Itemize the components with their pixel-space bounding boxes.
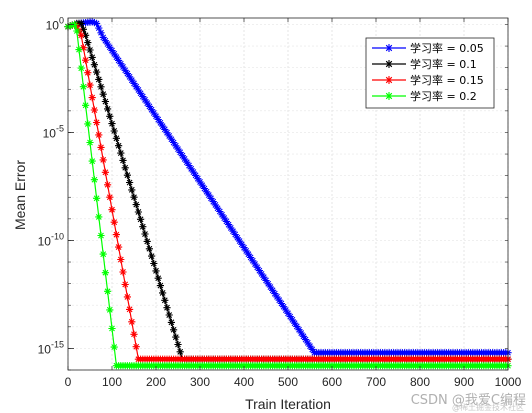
legend-marker — [385, 76, 393, 84]
y-tick-label: 10-10 — [38, 231, 64, 248]
watermark: CSDN @我爱C编程 — [410, 393, 526, 408]
x-axis-label: Train Iteration — [245, 396, 331, 412]
x-tick-label: 0 — [65, 375, 72, 389]
x-tick-label: 1000 — [495, 375, 522, 389]
legend-entry: 学习率 = 0.15 — [372, 73, 484, 87]
legend: 学习率 = 0.05 学习率 = 0.1 学习率 = 0.15 学习率 = 0.2 — [365, 37, 495, 109]
y-tick-label: 100 — [46, 15, 64, 32]
y-axis-label: Mean Error — [12, 160, 28, 230]
x-tick-label: 500 — [278, 375, 298, 389]
watermark-sub: @稀土掘金技术社区 — [452, 403, 524, 412]
y-tick-label: 10-5 — [43, 123, 64, 140]
axis-ticks: 0 100 200 300 400 500 600 700 800 900 1000 100 10-5 1… — [38, 15, 522, 389]
x-tick-label: 900 — [454, 375, 474, 389]
x-tick-label: 400 — [234, 375, 254, 389]
legend-entry: 学习率 = 0.2 — [372, 89, 477, 103]
legend-marker — [385, 60, 393, 68]
legend-marker — [385, 44, 393, 52]
x-tick-label: 100 — [102, 375, 122, 389]
legend-label: 学习率 = 0.15 — [410, 73, 484, 87]
x-tick-label: 800 — [410, 375, 430, 389]
legend-label: 学习率 = 0.2 — [410, 89, 477, 103]
legend-entry: 学习率 = 0.05 — [372, 41, 484, 55]
x-tick-label: 200 — [146, 375, 166, 389]
x-tick-label: 600 — [322, 375, 342, 389]
legend-label: 学习率 = 0.1 — [410, 57, 477, 71]
legend-marker — [385, 92, 393, 100]
x-tick-label: 700 — [366, 375, 386, 389]
legend-label: 学习率 = 0.05 — [410, 41, 484, 55]
x-tick-label: 300 — [190, 375, 210, 389]
legend-entry: 学习率 = 0.1 — [372, 57, 477, 71]
y-tick-label: 10-15 — [38, 339, 64, 356]
